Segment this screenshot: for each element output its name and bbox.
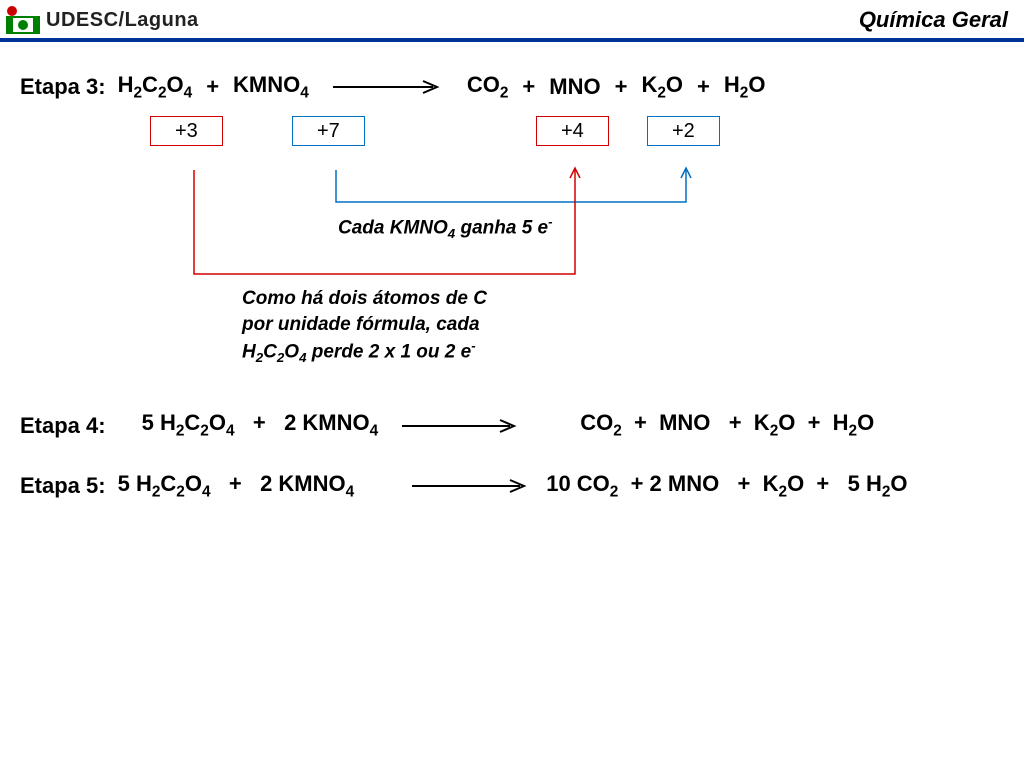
ox-box-c-plus3: +3 [150, 116, 223, 146]
logo-block: UDESC/Laguna [6, 6, 199, 34]
udesc-logo-icon [6, 6, 40, 34]
product-mno: MNO [549, 74, 600, 100]
plus-sign: + [206, 74, 219, 100]
reaction-arrow-icon [333, 77, 443, 97]
product-k2o: K2O [641, 72, 683, 102]
etapa4-label: Etapa 4: [20, 413, 106, 439]
reaction-arrow-icon [402, 416, 522, 436]
caption-red-line2: por unidade fórmula, cada [242, 312, 487, 338]
brand-text: UDESC/Laguna [46, 9, 199, 32]
ox-box-mn-plus2: +2 [647, 116, 720, 146]
product-co2: CO2 [467, 72, 509, 102]
caption-red: Como há dois átomos de C por unidade fór… [242, 286, 487, 367]
etapa4-right: CO2 + MNO + K2O + H2O [580, 410, 874, 440]
etapa4-left: 5 H2C2O4 + 2 KMNO4 [142, 410, 379, 440]
etapa5-label: Etapa 5: [20, 473, 106, 499]
etapa3-equation: Etapa 3: H2C2O4 + KMNO4 CO2 + MNO + K2O … [20, 72, 1004, 102]
reaction-arrow-icon [412, 476, 532, 496]
ox-box-c-plus4: +4 [536, 116, 609, 146]
product-h2o: H2O [724, 72, 766, 102]
caption-red-line1: Como há dois átomos de C [242, 286, 487, 312]
ox-box-mn-plus7: +7 [292, 116, 365, 146]
header: UDESC/Laguna Química Geral [0, 0, 1024, 42]
etapa3-label: Etapa 3: [20, 74, 106, 100]
etapa5-left: 5 H2C2O4 + 2 KMNO4 [118, 471, 355, 501]
etapa5-right: 10 CO2 + 2 MNO + K2O + 5 H2O [546, 471, 907, 501]
reactant-kmno4: KMNO4 [233, 72, 309, 102]
etapa4-equation: Etapa 4: 5 H2C2O4 + 2 KMNO4 CO2 + MNO + … [20, 410, 1004, 440]
plus-sign: + [697, 74, 710, 100]
slide-content: Etapa 3: H2C2O4 + KMNO4 CO2 + MNO + K2O … [0, 42, 1024, 545]
course-title: Química Geral [859, 7, 1008, 33]
caption-red-line3: H2C2O4 perde 2 x 1 ou 2 e- [242, 337, 487, 367]
etapa5-equation: Etapa 5: 5 H2C2O4 + 2 KMNO4 10 CO2 + 2 M… [20, 471, 1004, 501]
oxidation-boxes: +3 +7 +4 +2 [20, 116, 1004, 150]
plus-sign: + [615, 74, 628, 100]
reactant-h2c2o4: H2C2O4 [118, 72, 193, 102]
caption-blue: Cada KMNO4 ganha 5 e- [338, 214, 553, 241]
plus-sign: + [522, 74, 535, 100]
